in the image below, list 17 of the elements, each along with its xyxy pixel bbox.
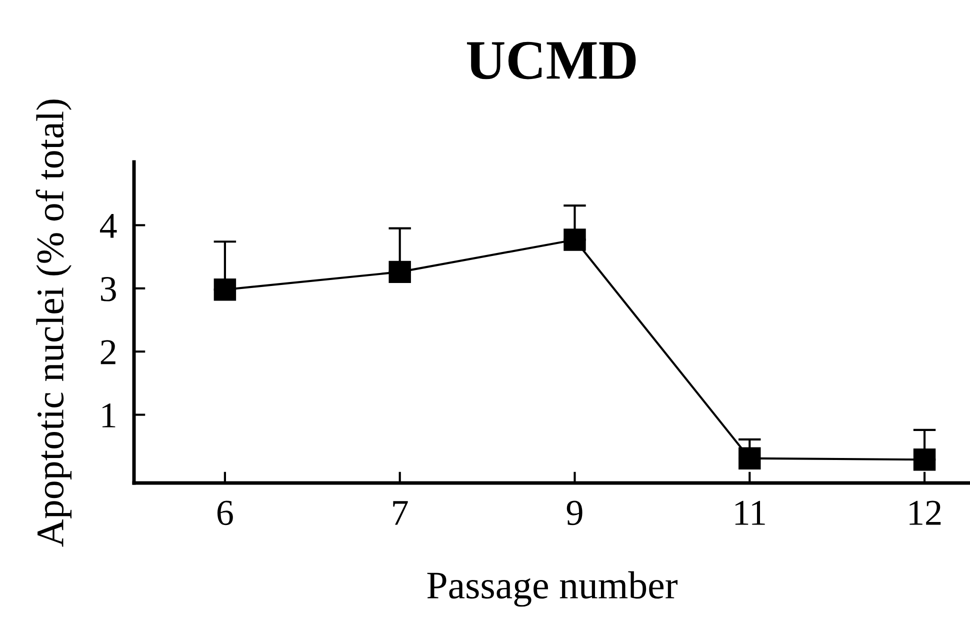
- x-tick-label: 7: [393, 501, 408, 525]
- chart-title: UCMD: [466, 42, 636, 80]
- y-tick-label: 3: [101, 276, 116, 302]
- x-tick-label: 12: [910, 500, 941, 525]
- point: [564, 228, 586, 251]
- y-tick-label: 4: [100, 214, 117, 238]
- x-tick-label: 6: [217, 500, 233, 526]
- point: [214, 278, 236, 301]
- point: [738, 447, 761, 470]
- point: [913, 448, 936, 471]
- x-tick-label: 11: [735, 500, 765, 525]
- x-axis-title: Passage number: [427, 571, 678, 607]
- x-tick-label: 9: [566, 500, 582, 526]
- y-tick-label: 2: [100, 340, 116, 364]
- y-tick-label: 1: [102, 403, 116, 428]
- y-axis-title: Apoptotic nuclei (% of total): [36, 100, 72, 547]
- point: [388, 260, 411, 284]
